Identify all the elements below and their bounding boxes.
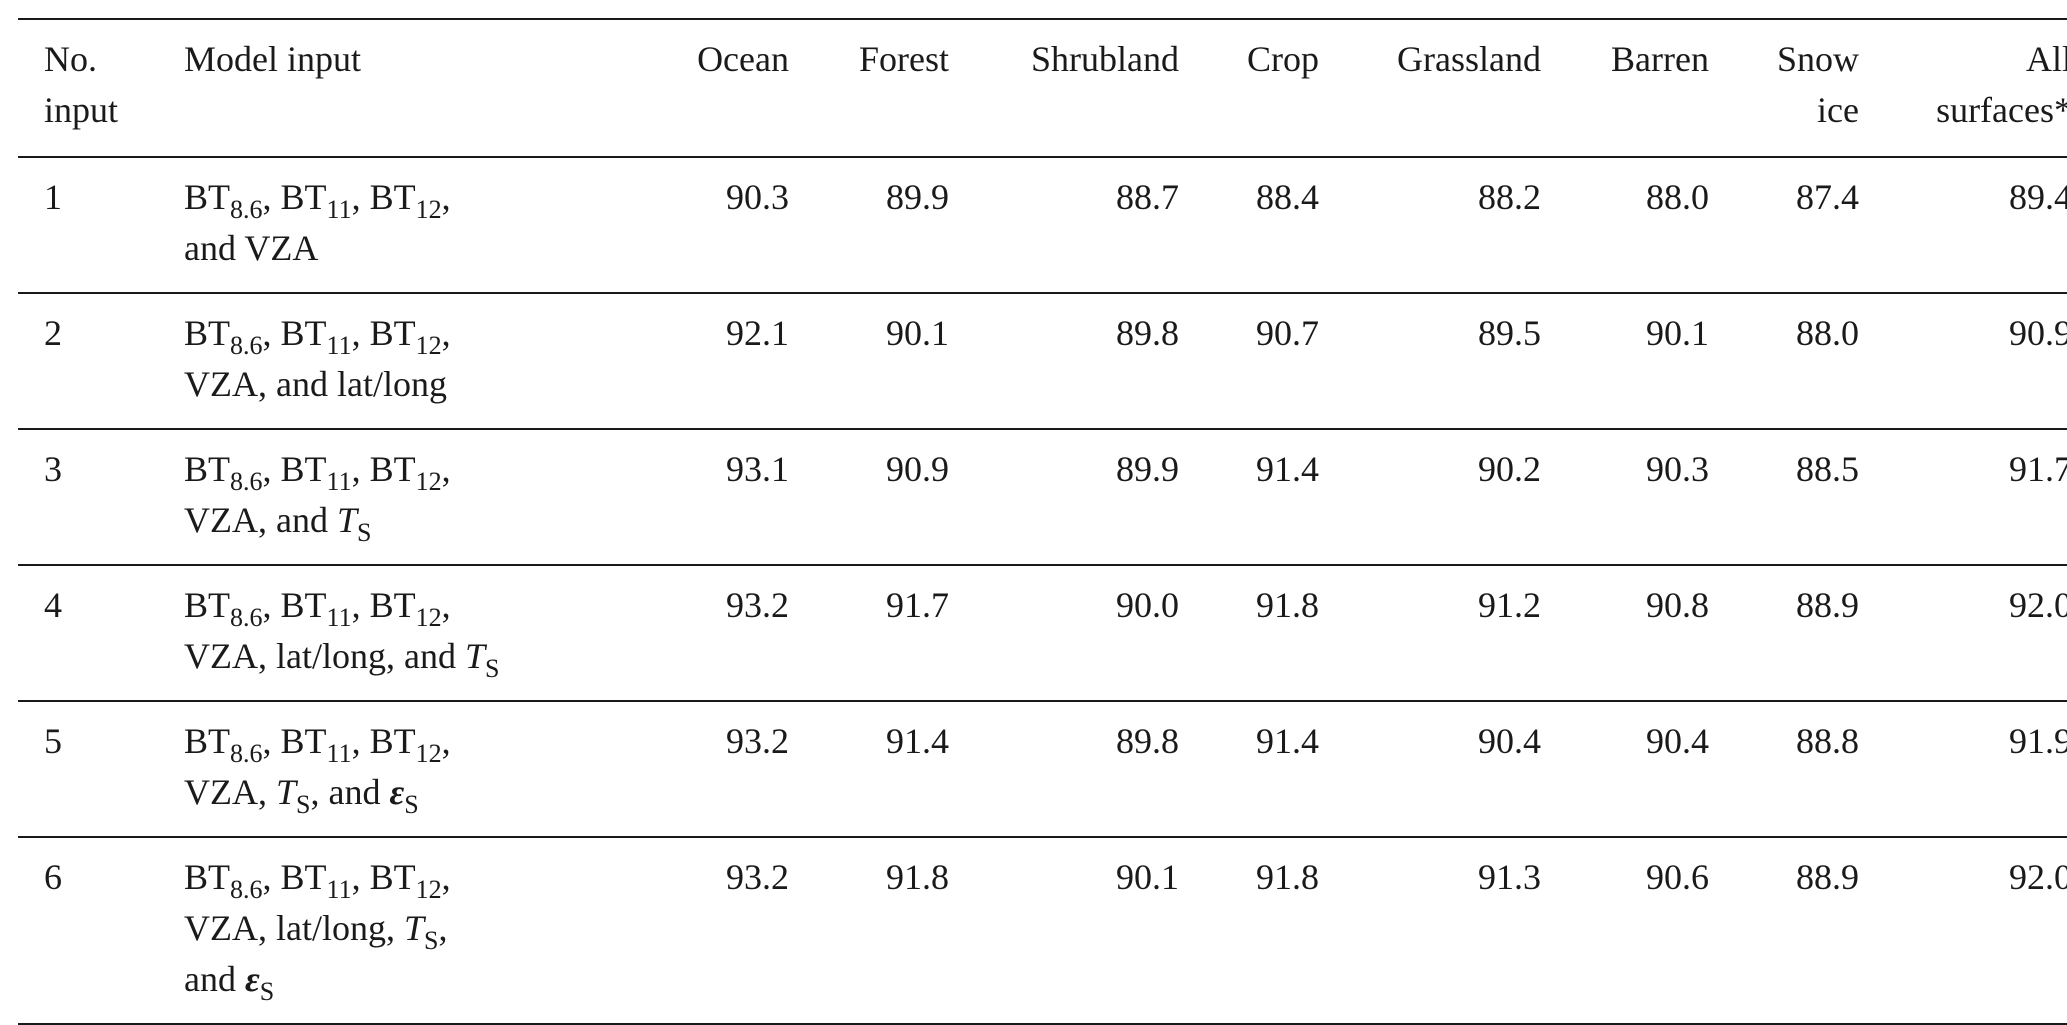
value-ocean: 90.3 [726,177,789,217]
row-number: 1 [44,177,62,217]
model-input-cell: BT8.6, BT11, BT12, VZA, lat/long, TS, an… [184,837,614,1024]
value-snow-ice: 87.4 [1796,177,1859,217]
value-crop: 90.7 [1256,313,1319,353]
value-forest: 90.1 [886,313,949,353]
model-input-line: and εS [184,959,275,1006]
row-number: 3 [44,449,62,489]
model-input-line: VZA, TS, and εS [184,772,419,819]
model-input-line: BT8.6, BT11, BT12, [184,313,451,360]
value-grassland: 91.2 [1478,585,1541,625]
value-forest: 91.8 [886,857,949,897]
value-all-surfaces: 91.7 [2009,449,2067,489]
value-grassland: 88.2 [1478,177,1541,217]
model-input-line: BT8.6, BT11, BT12, [184,857,451,904]
table-row: 4 BT8.6, BT11, BT12, VZA, lat/long, and … [18,565,2067,701]
value-forest: 90.9 [886,449,949,489]
value-crop: 88.4 [1256,177,1319,217]
row-number: 2 [44,313,62,353]
header-forest: Forest [859,39,949,79]
value-forest: 91.7 [886,585,949,625]
value-barren: 90.1 [1646,313,1709,353]
model-input-cell: BT8.6, BT11, BT12, VZA, TS, and εS [184,701,614,837]
row-number: 6 [44,857,62,897]
header-model-input: Model input [184,39,361,79]
accuracy-table: No. input Model input Ocean Forest Shrub… [18,18,2067,1025]
model-input-cell: BT8.6, BT11, BT12, and VZA [184,157,614,293]
header-snow-ice: Snow ice [1776,39,1859,130]
header-ocean: Ocean [697,39,789,79]
model-input-line: VZA, lat/long, and TS [184,636,500,683]
value-snow-ice: 88.9 [1796,585,1859,625]
value-snow-ice: 88.9 [1796,857,1859,897]
value-barren: 90.6 [1646,857,1709,897]
value-shrubland: 90.1 [1116,857,1179,897]
header-row: No. input Model input Ocean Forest Shrub… [18,19,2067,157]
value-shrubland: 89.8 [1116,721,1179,761]
value-all-surfaces: 90.9 [2009,313,2067,353]
value-ocean: 92.1 [726,313,789,353]
value-barren: 90.3 [1646,449,1709,489]
value-shrubland: 89.8 [1116,313,1179,353]
value-crop: 91.4 [1256,449,1319,489]
row-number: 5 [44,721,62,761]
value-crop: 91.8 [1256,857,1319,897]
value-all-surfaces: 91.9 [2009,721,2067,761]
value-grassland: 90.4 [1478,721,1541,761]
table-row: 1 BT8.6, BT11, BT12, and VZA 90.3 89.9 8… [18,157,2067,293]
model-input-cell: BT8.6, BT11, BT12, VZA, and TS [184,429,614,565]
model-input-cell: BT8.6, BT11, BT12, VZA, lat/long, and TS [184,565,614,701]
value-grassland: 89.5 [1478,313,1541,353]
value-barren: 88.0 [1646,177,1709,217]
value-barren: 90.4 [1646,721,1709,761]
value-snow-ice: 88.5 [1796,449,1859,489]
value-ocean: 93.1 [726,449,789,489]
header-barren: Barren [1611,39,1709,79]
model-input-line: BT8.6, BT11, BT12, [184,585,451,632]
header-all-surfaces: All surfaces* [1936,39,2067,130]
model-input-line: BT8.6, BT11, BT12, [184,177,451,224]
value-grassland: 90.2 [1478,449,1541,489]
header-grassland: Grassland [1397,39,1541,79]
model-input-line: BT8.6, BT11, BT12, [184,721,451,768]
value-all-surfaces: 92.0 [2009,857,2067,897]
table-row: 6 BT8.6, BT11, BT12, VZA, lat/long, TS, … [18,837,2067,1024]
value-shrubland: 88.7 [1116,177,1179,217]
model-input-cell: BT8.6, BT11, BT12, VZA, and lat/long [184,293,614,429]
value-all-surfaces: 92.0 [2009,585,2067,625]
value-snow-ice: 88.0 [1796,313,1859,353]
value-shrubland: 89.9 [1116,449,1179,489]
model-input-line: BT8.6, BT11, BT12, [184,449,451,496]
table-row: 3 BT8.6, BT11, BT12, VZA, and TS 93.1 90… [18,429,2067,565]
row-number: 4 [44,585,62,625]
value-forest: 89.9 [886,177,949,217]
header-crop: Crop [1247,39,1319,79]
header-no-input: No. input [44,39,119,130]
value-ocean: 93.2 [726,857,789,897]
model-input-line: VZA, lat/long, TS, [184,908,448,955]
table-row: 5 BT8.6, BT11, BT12, VZA, TS, and εS 93.… [18,701,2067,837]
table-row: 2 BT8.6, BT11, BT12, VZA, and lat/long 9… [18,293,2067,429]
header-shrubland: Shrubland [1031,39,1179,79]
value-barren: 90.8 [1646,585,1709,625]
value-crop: 91.8 [1256,585,1319,625]
value-grassland: 91.3 [1478,857,1541,897]
value-ocean: 93.2 [726,721,789,761]
value-all-surfaces: 89.4 [2009,177,2067,217]
value-ocean: 93.2 [726,585,789,625]
value-snow-ice: 88.8 [1796,721,1859,761]
model-input-line: and VZA [184,228,319,268]
model-input-line: VZA, and lat/long [184,364,447,404]
value-shrubland: 90.0 [1116,585,1179,625]
value-crop: 91.4 [1256,721,1319,761]
value-forest: 91.4 [886,721,949,761]
model-input-line: VZA, and TS [184,500,372,547]
